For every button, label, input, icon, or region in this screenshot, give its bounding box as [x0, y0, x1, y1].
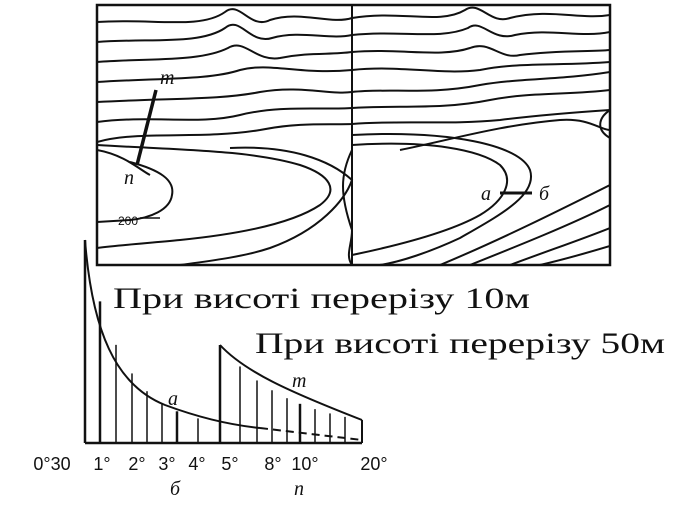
label: a — [481, 183, 491, 205]
slope-scale — [83, 239, 363, 445]
topographic-map: m n 200 a б — [95, 3, 612, 267]
section-label: п — [294, 478, 304, 500]
caption: При висоті перерізу 50м — [255, 327, 665, 360]
tick-label: 20° — [360, 454, 387, 474]
label: б — [539, 183, 550, 205]
section-label: б — [170, 478, 181, 500]
tick-label: 5° — [221, 454, 238, 474]
tick-label: 10° — [291, 454, 318, 474]
tick-label: 0°30 — [33, 454, 70, 474]
label: a — [168, 388, 178, 410]
label: m — [160, 67, 174, 89]
tick-label: 1° — [93, 454, 110, 474]
contour-label: 200 — [118, 214, 138, 228]
tick-label: 2° — [128, 454, 145, 474]
tick-label: 3° — [158, 454, 175, 474]
label: n — [124, 167, 134, 189]
label: m — [292, 370, 306, 392]
tick-label: 8° — [264, 454, 281, 474]
tick-label: 4° — [188, 454, 205, 474]
caption: При висоті перерізу 10м — [113, 282, 530, 315]
